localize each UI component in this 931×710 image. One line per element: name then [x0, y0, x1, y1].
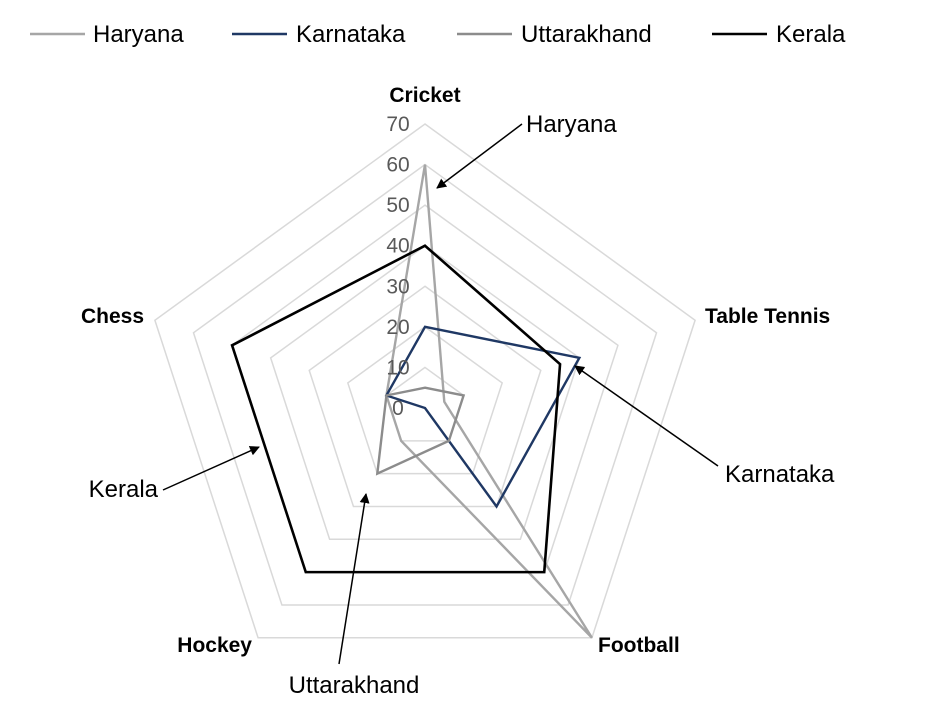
legend-label-kerala: Kerala: [776, 21, 846, 48]
legend-item-haryana: Haryana: [30, 21, 184, 48]
tick-label-10: 10: [386, 356, 409, 379]
category-label-table-tennis: Table Tennis: [705, 305, 830, 328]
tick-label-30: 30: [386, 275, 409, 298]
grid-ring-10: [385, 366, 465, 442]
legend-item-kerala: Kerala: [712, 21, 846, 48]
series-kerala: [230, 244, 562, 574]
tick-label-50: 50: [386, 194, 409, 217]
legend-label-karnataka: Karnataka: [296, 21, 406, 48]
legend-label-haryana: Haryana: [93, 21, 184, 48]
tick-label-60: 60: [386, 154, 409, 177]
radar-grid: [154, 123, 696, 639]
callout-arrow-karnataka: [574, 365, 719, 467]
callout-uttarakhand: Uttarakhand: [289, 493, 420, 699]
callout-haryana: Haryana: [436, 111, 617, 189]
category-label-cricket: Cricket: [389, 84, 460, 107]
grid-ring-70: [154, 123, 696, 639]
callout-arrow-haryana: [436, 123, 523, 189]
legend-item-karnataka: Karnataka: [232, 21, 406, 48]
callout-label-uttarakhand: Uttarakhand: [289, 672, 420, 699]
category-label-chess: Chess: [81, 305, 144, 328]
category-label-hockey: Hockey: [177, 634, 252, 657]
callout-arrow-uttarakhand: [338, 493, 370, 665]
grid-ring-30: [308, 285, 542, 508]
callout-karnataka: Karnataka: [574, 365, 835, 488]
tick-label-70: 70: [386, 113, 409, 136]
tick-labels: 0 10 20 30 40 50 60 70: [386, 113, 409, 420]
tick-label-0: 0: [392, 397, 404, 420]
series-uttarakhand: [375, 386, 466, 476]
callouts: Haryana Karnataka Kerala Uttarakhand: [89, 111, 835, 699]
tick-label-40: 40: [386, 235, 409, 258]
grid-ring-20: [346, 325, 504, 475]
callout-kerala: Kerala: [89, 446, 260, 503]
tick-label-20: 20: [386, 316, 409, 339]
series-layer: [230, 164, 593, 639]
category-labels: Cricket Table Tennis Football Hockey Chess: [81, 84, 830, 657]
callout-label-haryana: Haryana: [526, 111, 617, 138]
legend: Haryana Karnataka Uttarakhand Kerala: [30, 21, 846, 48]
callout-label-karnataka: Karnataka: [725, 461, 835, 488]
series-haryana: [385, 164, 593, 639]
grid-ring-40: [269, 244, 581, 541]
callout-arrow-kerala: [162, 446, 260, 491]
legend-label-uttarakhand: Uttarakhand: [521, 21, 652, 48]
category-label-football: Football: [598, 634, 680, 657]
callout-label-kerala: Kerala: [89, 476, 159, 503]
series-karnataka: [384, 325, 582, 509]
grid-ring-60: [192, 163, 658, 606]
legend-item-uttarakhand: Uttarakhand: [457, 21, 652, 48]
